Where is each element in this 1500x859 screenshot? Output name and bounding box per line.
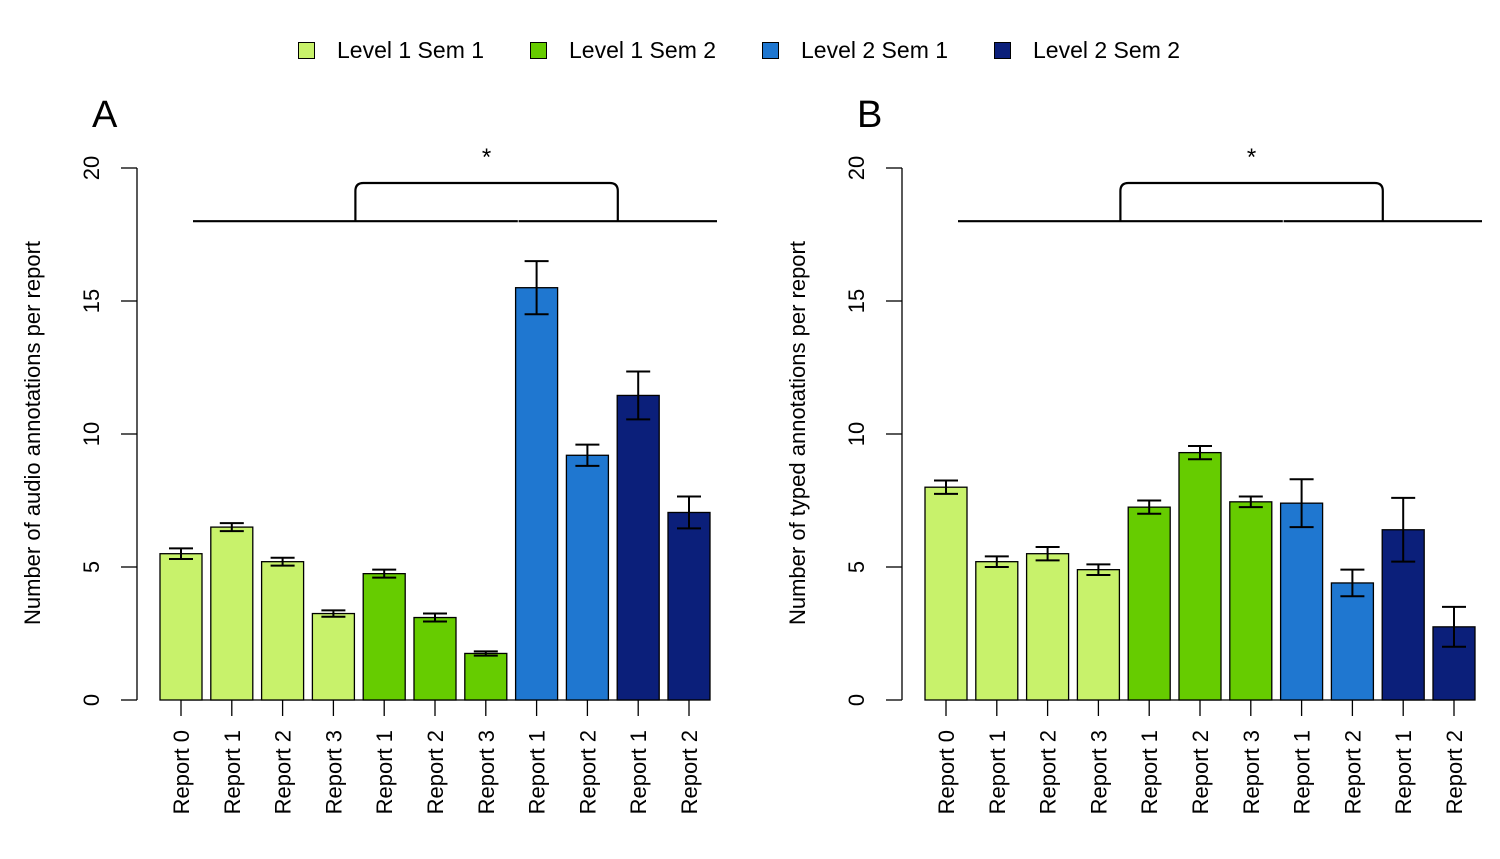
- x-tick-label: Report 2: [1036, 730, 1061, 814]
- legend-label: Level 1 Sem 1: [337, 36, 485, 63]
- legend-label: Level 1 Sem 2: [569, 36, 717, 63]
- x-tick-label: Report 3: [1086, 730, 1111, 814]
- bar: [667, 511, 711, 701]
- significance-label: *: [482, 144, 491, 171]
- y-tick-label: 20: [844, 156, 869, 180]
- bar: [413, 616, 457, 701]
- x-tick-label: Report 1: [1137, 730, 1162, 814]
- bar: [1127, 506, 1171, 701]
- x-tick-label: Report 1: [372, 730, 397, 814]
- legend-swatch: [994, 41, 1011, 59]
- bar: [1330, 582, 1375, 701]
- x-tick-label: Report 1: [626, 730, 651, 814]
- panel-label: A: [92, 94, 118, 136]
- bar: [210, 526, 254, 701]
- legend-swatch: [530, 41, 547, 59]
- bar: [1025, 553, 1070, 701]
- bar: [975, 561, 1019, 701]
- bar: [159, 553, 203, 701]
- bar: [1076, 569, 1121, 701]
- legend-swatch: [762, 41, 779, 59]
- bar: [1178, 451, 1222, 701]
- bar: [260, 561, 305, 701]
- chart-panel-B: B 0 5 10 15 20 Number of typed annotations per…: [785, 94, 1482, 814]
- chart-legend: Level 1 Sem 1 Level 1 Sem 2 Level 2 Sem 1 L…: [0, 30, 1500, 70]
- bar: [1229, 501, 1273, 701]
- y-tick-label: 15: [844, 289, 869, 313]
- x-tick-label: Report 3: [1239, 730, 1264, 814]
- y-tick-label: 5: [79, 561, 104, 573]
- bar: [616, 394, 660, 701]
- y-axis-title: Number of audio annotations per report: [20, 241, 45, 625]
- x-tick-label: Report 2: [1340, 730, 1365, 814]
- x-tick-label: Report 1: [1391, 730, 1416, 814]
- significance-bracket: [354, 181, 619, 222]
- y-tick-label: 0: [79, 694, 104, 706]
- x-tick-label: Report 2: [423, 730, 448, 814]
- legend-item: Level 1 Sem 1: [298, 30, 484, 70]
- y-tick-label: 20: [79, 156, 104, 180]
- bar: [362, 573, 406, 701]
- y-tick-label: 10: [844, 422, 869, 446]
- x-tick-label: Report 1: [985, 730, 1010, 814]
- legend-item: Level 2 Sem 1: [762, 30, 948, 70]
- bar: [924, 486, 968, 701]
- y-tick-label: 0: [844, 694, 869, 706]
- x-tick-label: Report 0: [934, 730, 959, 814]
- panel-label: B: [857, 94, 882, 136]
- x-tick-label: Report 3: [321, 730, 346, 814]
- x-tick-label: Report 3: [474, 730, 499, 814]
- x-tick-label: Report 1: [1290, 730, 1315, 814]
- bar: [1279, 502, 1324, 701]
- x-tick-label: Report 1: [220, 730, 245, 814]
- x-tick-label: Report 0: [169, 730, 194, 814]
- y-tick-label: 10: [79, 422, 104, 446]
- bar: [514, 287, 559, 701]
- x-tick-label: Report 2: [575, 730, 600, 814]
- x-tick-label: Report 2: [677, 730, 702, 814]
- bar: [311, 612, 356, 701]
- bar: [464, 652, 508, 701]
- x-tick-label: Report 2: [1188, 730, 1213, 814]
- legend-label: Level 2 Sem 2: [1033, 36, 1181, 63]
- x-tick-label: Report 2: [271, 730, 296, 814]
- x-tick-label: Report 1: [525, 730, 550, 814]
- x-tick-label: Report 2: [1442, 730, 1467, 814]
- legend-label: Level 2 Sem 1: [801, 36, 949, 63]
- legend-item: Level 2 Sem 2: [994, 30, 1180, 70]
- chart-panel-A: A 0 5 10 15 20 Number of audio annotations per…: [20, 94, 717, 814]
- y-tick-label: 15: [79, 289, 104, 313]
- legend-swatch: [298, 41, 315, 59]
- y-tick-label: 5: [844, 561, 869, 573]
- significance-label: *: [1247, 144, 1256, 171]
- y-axis-title: Number of typed annotations per report: [785, 241, 810, 625]
- legend-item: Level 1 Sem 2: [530, 30, 716, 70]
- bar: [565, 454, 610, 701]
- significance-bracket: [1119, 181, 1384, 222]
